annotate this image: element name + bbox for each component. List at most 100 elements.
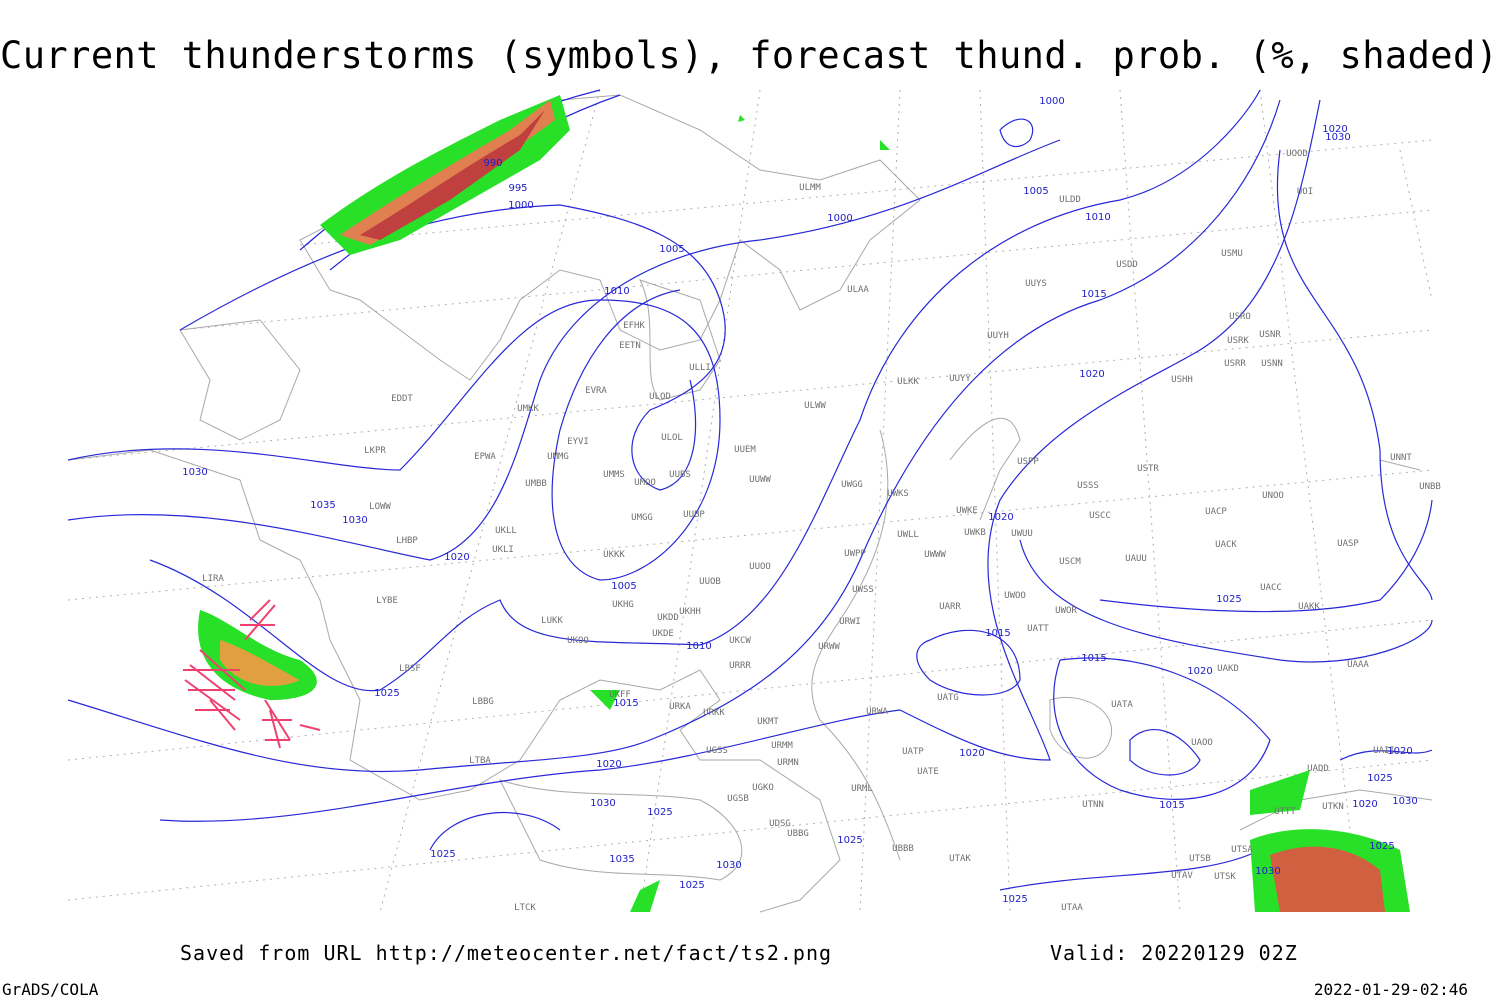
station-code: UTAK — [949, 854, 971, 864]
station-code: LKPR — [364, 446, 386, 456]
station-code: ULOD — [649, 392, 671, 402]
isobar-label: 1015 — [1081, 289, 1106, 300]
station-code: UUYY — [949, 374, 971, 384]
station-code: USHH — [1171, 375, 1193, 385]
station-code: USMU — [1221, 249, 1243, 259]
station-code: UAUU — [1125, 554, 1147, 564]
valid-time: Valid: 20220129 02Z — [1050, 941, 1298, 965]
probability-shading — [198, 95, 1410, 912]
isobar-label: 1025 — [679, 880, 704, 891]
source-url: Saved from URL http://meteocenter.net/fa… — [180, 941, 832, 965]
station-code: LYBE — [376, 596, 398, 606]
isobar-label: 1025 — [647, 807, 672, 818]
isobar-label: 1035 — [609, 854, 634, 865]
station-code: UMOO — [634, 478, 656, 488]
isobar-label: 1030 — [716, 860, 741, 871]
station-code: UWOO — [1004, 591, 1026, 601]
station-code: UTAA — [1061, 903, 1083, 913]
station-code: UWKS — [887, 489, 909, 499]
station-code: USDD — [1116, 260, 1138, 270]
isobar-label: 1025 — [1002, 894, 1027, 905]
station-code: URKK — [703, 708, 725, 718]
isobar-label: 1015 — [985, 628, 1010, 639]
station-code: UWPP — [844, 549, 866, 559]
station-code: UKDD — [657, 613, 679, 623]
software: GrADS/COLA — [2, 980, 99, 999]
station-code: USSS — [1077, 481, 1099, 491]
station-code: UATG — [937, 693, 959, 703]
station-code: LTCK — [514, 903, 536, 913]
station-code: UATE — [917, 767, 939, 777]
isobar-label: 995 — [508, 183, 527, 194]
station-code: UKKK — [603, 550, 625, 560]
station-code: UNOO — [1262, 491, 1284, 501]
station-code: UTTT — [1274, 807, 1296, 817]
station-code: USRK — [1227, 336, 1249, 346]
station-code: UGKO — [752, 783, 774, 793]
station-code: USNN — [1261, 359, 1283, 369]
isobar-label: 1025 — [430, 849, 455, 860]
isobar-label: 1020 — [444, 552, 469, 563]
station-code: UTKN — [1322, 802, 1344, 812]
station-code: UWKE — [956, 506, 978, 516]
station-code: UNBB — [1419, 482, 1441, 492]
isobar-label: 1015 — [1081, 653, 1106, 664]
station-code: URWI — [839, 617, 861, 627]
isobar-label: 1005 — [611, 581, 636, 592]
isobar-label: 1010 — [604, 286, 629, 297]
station-code: UBBG — [787, 829, 809, 839]
isobar-label: 1030 — [1255, 866, 1280, 877]
station-code: UADD — [1307, 764, 1329, 774]
isobar-label: 1020 — [959, 748, 984, 759]
station-code: LUKK — [541, 616, 563, 626]
isobar-label: 1030 — [182, 467, 207, 478]
isobar-label: 1005 — [1023, 186, 1048, 197]
station-code: UUEM — [734, 445, 756, 455]
isobar-label: 1000 — [1039, 96, 1064, 107]
station-code: UKCW — [729, 636, 751, 646]
station-code: ULMM — [799, 183, 821, 193]
station-code: URWW — [818, 642, 840, 652]
stations: ULMM ULDD USDD USMU ULAA UUYS UUYH USRO USRK USNR… — [202, 149, 1441, 913]
station-code: EYVI — [567, 437, 589, 447]
station-code: USRR — [1224, 359, 1246, 369]
isobar-label: 1015 — [613, 698, 638, 709]
station-code: EETN — [619, 341, 641, 351]
station-code: LIRA — [202, 574, 224, 584]
station-code: UWLL — [897, 530, 919, 540]
station-code: UAAA — [1347, 660, 1369, 670]
station-code: UMGG — [631, 513, 653, 523]
station-code: UMKK — [517, 404, 539, 414]
station-code: UTSA — [1231, 845, 1253, 855]
isobar-label: 990 — [483, 158, 502, 169]
isobar-label: 1020 — [1387, 746, 1412, 757]
station-code: LOWW — [369, 502, 391, 512]
station-code: UGSS — [706, 746, 728, 756]
isobar-label: 1025 — [1369, 841, 1394, 852]
station-code: UMMG — [547, 452, 569, 462]
isobar-label: 1005 — [659, 244, 684, 255]
station-code: UKHH — [679, 607, 701, 617]
station-code: USCC — [1089, 511, 1111, 521]
station-code: UUWW — [749, 475, 771, 485]
title: Current thunderstorms (symbols), forecas… — [0, 34, 1500, 77]
station-code: UOOD — [1286, 149, 1308, 159]
station-code: UUBS — [669, 470, 691, 480]
timestamp: 2022-01-29-02:46 — [1314, 980, 1468, 999]
station-code: ULOL — [661, 433, 683, 443]
station-code: UKOO — [567, 636, 589, 646]
station-code: UAKD — [1217, 664, 1239, 674]
station-code: UACC — [1260, 583, 1282, 593]
station-code: UOI — [1297, 187, 1313, 197]
station-code: UKHG — [612, 600, 634, 610]
station-code: URMM — [771, 741, 793, 751]
graticule — [67, 89, 1433, 913]
isobar-label: 1030 — [1392, 796, 1417, 807]
isobar-label: 1015 — [1159, 800, 1184, 811]
isobar-label: 1030 — [590, 798, 615, 809]
station-code: ULAA — [847, 285, 869, 295]
station-code: LBBG — [472, 697, 494, 707]
station-code: UAII — [1373, 746, 1395, 756]
station-code: URRR — [729, 661, 751, 671]
station-code: UWSS — [852, 585, 874, 595]
